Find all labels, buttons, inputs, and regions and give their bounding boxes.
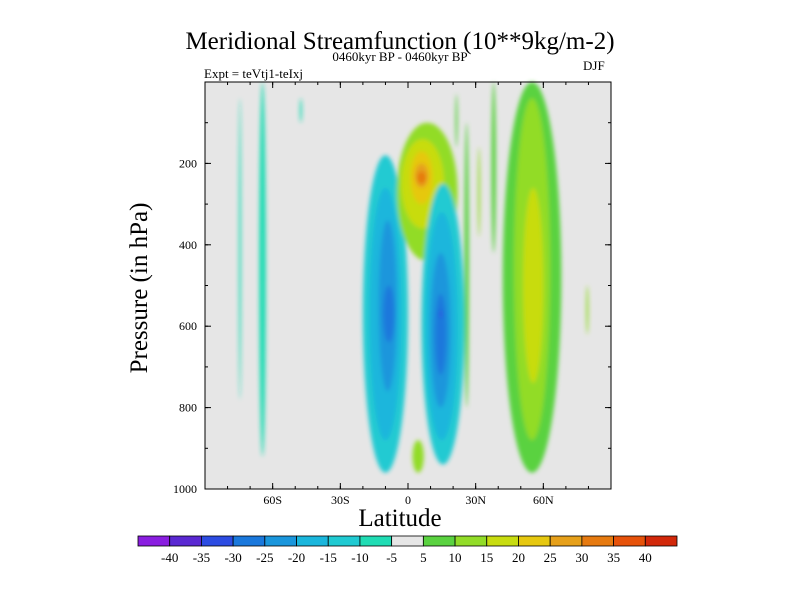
colorbar-swatch xyxy=(327,535,361,547)
x-tick-label: 60N xyxy=(533,493,554,507)
chart-subtitle: 0460kyr BP - 0460kyr BP xyxy=(332,49,468,64)
x-tick-label: 30N xyxy=(465,493,486,507)
contour-cell-11 xyxy=(417,171,427,184)
x-tick-label: 60S xyxy=(263,493,282,507)
colorbar-swatch xyxy=(201,535,234,547)
contour-cell-21 xyxy=(491,82,496,253)
colorbar-label: 10 xyxy=(449,550,462,565)
colorbar-label: 30 xyxy=(575,550,588,565)
colorbar-label: -15 xyxy=(320,550,337,565)
chart-title: Meridional Streamfunction (10**9kg/m-2) xyxy=(185,28,615,55)
colorbar-label: -5 xyxy=(386,550,397,565)
colorbar-swatch xyxy=(518,535,551,547)
colorbar-swatch xyxy=(486,535,519,547)
contour-cell-24 xyxy=(523,187,544,384)
season-label: DJF xyxy=(583,58,605,73)
colorbar-label: -30 xyxy=(224,550,241,565)
colorbar-label: -35 xyxy=(193,550,210,565)
colorbar-label: 5 xyxy=(420,550,427,565)
colorbar-label: 20 xyxy=(512,550,525,565)
y-tick-label: 800 xyxy=(179,401,197,415)
x-tick-label: 30S xyxy=(331,493,350,507)
contour-cell-20 xyxy=(477,147,481,237)
contour-cell-6 xyxy=(383,285,395,343)
colorbar-swatch xyxy=(549,535,583,547)
contour-cell-0 xyxy=(238,98,242,400)
colorbar-swatch xyxy=(581,535,614,547)
contour-cell-25 xyxy=(586,285,589,335)
x-axis-label: Latitude xyxy=(358,505,442,532)
colorbar-swatch xyxy=(169,535,202,547)
colorbar-label: -20 xyxy=(288,550,305,565)
y-tick-label: 1000 xyxy=(173,482,197,496)
y-tick-label: 600 xyxy=(179,319,197,333)
colorbar-label: -25 xyxy=(256,550,273,565)
y-tick-label: 400 xyxy=(179,238,197,252)
x-tick-label: 0 xyxy=(405,493,411,507)
contour-cell-19 xyxy=(464,122,469,408)
colorbar-swatch xyxy=(137,535,171,547)
contour-cell-15 xyxy=(435,293,447,376)
colorbar-label: 25 xyxy=(544,550,557,565)
y-tick-label: 200 xyxy=(179,156,197,170)
colorbar-label: -10 xyxy=(351,550,368,565)
colorbar-swatch xyxy=(359,535,393,547)
colorbar-swatch xyxy=(232,535,266,547)
colorbar-label: 35 xyxy=(607,550,620,565)
colorbar-swatch xyxy=(422,535,456,547)
contour-cell-16 xyxy=(439,309,442,319)
colorbar-label: -40 xyxy=(161,550,178,565)
colorbar-swatch xyxy=(613,535,646,547)
colorbar-swatch xyxy=(296,535,329,547)
colorbar-label: 40 xyxy=(639,550,652,565)
contour-cell-18 xyxy=(455,94,458,148)
contour-cell-1 xyxy=(259,82,266,457)
colorbar-swatch xyxy=(264,535,297,547)
colorbar-label: 15 xyxy=(480,550,493,565)
experiment-label: Expt = teVtj1-teIxj xyxy=(204,66,304,81)
colorbar-swatch xyxy=(644,535,678,547)
contour-cell-17 xyxy=(412,440,424,473)
contour-cell-2 xyxy=(299,98,302,123)
colorbar-swatch xyxy=(391,535,424,547)
colorbar-swatch xyxy=(454,535,488,547)
